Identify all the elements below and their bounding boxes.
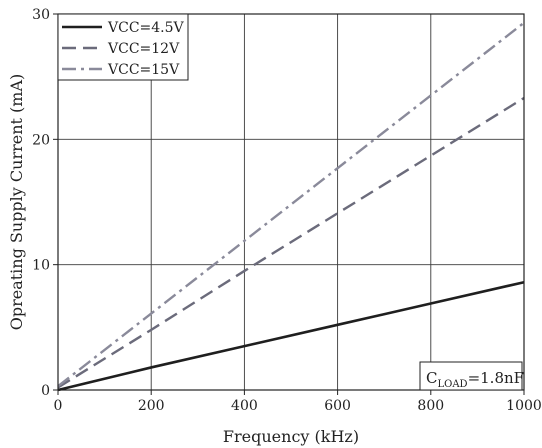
series-line-3 — [57, 21, 525, 388]
x-tick-label: 0 — [54, 398, 63, 414]
x-axis-title: Frequency (kHz) — [223, 427, 359, 446]
y-tick-label: 0 — [41, 383, 50, 399]
y-axis-title: Opreating Supply Current (mA) — [7, 74, 26, 331]
legend-label: VCC=4.5V — [107, 20, 185, 36]
plot-frame — [57, 13, 525, 391]
x-tick-label: 200 — [138, 398, 165, 414]
y-tick-label: 10 — [32, 258, 50, 274]
x-tick-label: 800 — [417, 398, 444, 414]
load-capacitance-annotation: CLOAD=1.8nF — [419, 361, 524, 391]
legend: VCC=4.5V VCC=12V VCC=15V — [57, 13, 189, 81]
axis-ticks: 0 200 400 600 800 1000 0 10 20 30 — [32, 7, 542, 414]
x-tick-label: 400 — [231, 398, 258, 414]
grid-lines — [58, 14, 524, 390]
annotation-box — [419, 361, 523, 391]
annotation-main: C — [426, 369, 437, 387]
y-tick-label: 30 — [32, 7, 50, 23]
x-tick-label: 600 — [324, 398, 351, 414]
y-tick-label: 20 — [32, 132, 50, 148]
x-tick-label: 1000 — [506, 398, 542, 414]
legend-label: VCC=12V — [107, 41, 180, 57]
series-lines — [57, 21, 525, 392]
series-line-1 — [57, 280, 525, 392]
series-line-2 — [57, 96, 525, 389]
annotation-value: =1.8nF — [468, 369, 525, 387]
annotation-text: CLOAD=1.8nF — [426, 369, 524, 390]
annotation-subscript: LOAD — [437, 379, 467, 390]
legend-box — [57, 13, 189, 81]
legend-label: VCC=15V — [107, 62, 180, 78]
